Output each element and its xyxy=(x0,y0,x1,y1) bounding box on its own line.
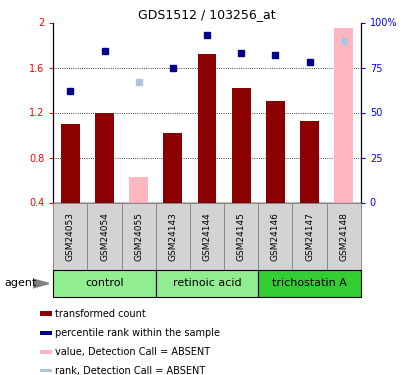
Bar xyxy=(61,124,80,202)
Title: GDS1512 / 103256_at: GDS1512 / 103256_at xyxy=(138,8,275,21)
Bar xyxy=(40,350,52,354)
Bar xyxy=(53,202,87,270)
Bar xyxy=(129,177,148,203)
Bar xyxy=(40,311,52,316)
Bar xyxy=(258,202,292,270)
Bar xyxy=(326,202,360,270)
Bar xyxy=(299,122,318,202)
Text: percentile rank within the sample: percentile rank within the sample xyxy=(54,328,219,338)
Text: agent: agent xyxy=(4,279,36,288)
Bar xyxy=(40,331,52,335)
Bar xyxy=(189,202,224,270)
Text: GSM24145: GSM24145 xyxy=(236,212,245,261)
Text: transformed count: transformed count xyxy=(54,309,145,319)
Text: rank, Detection Call = ABSENT: rank, Detection Call = ABSENT xyxy=(54,366,204,375)
Text: GSM24147: GSM24147 xyxy=(304,212,313,261)
Bar xyxy=(292,202,326,270)
Text: GSM24148: GSM24148 xyxy=(338,212,347,261)
Bar xyxy=(231,88,250,202)
Bar xyxy=(155,202,189,270)
Text: GSM24053: GSM24053 xyxy=(66,212,75,261)
Bar xyxy=(197,54,216,202)
Bar xyxy=(155,270,258,297)
Bar xyxy=(258,270,360,297)
Bar xyxy=(95,112,114,202)
Bar xyxy=(87,202,121,270)
Bar xyxy=(121,202,155,270)
Bar xyxy=(40,369,52,374)
Text: GSM24143: GSM24143 xyxy=(168,212,177,261)
Bar xyxy=(265,101,284,202)
Text: GSM24054: GSM24054 xyxy=(100,212,109,261)
Bar xyxy=(224,202,258,270)
Text: control: control xyxy=(85,279,124,288)
Text: trichostatin A: trichostatin A xyxy=(272,279,346,288)
Text: GSM24055: GSM24055 xyxy=(134,212,143,261)
Text: GSM24144: GSM24144 xyxy=(202,212,211,261)
Text: retinoic acid: retinoic acid xyxy=(172,279,241,288)
Text: value, Detection Call = ABSENT: value, Detection Call = ABSENT xyxy=(54,347,209,357)
Bar xyxy=(53,270,155,297)
Bar xyxy=(333,28,352,202)
Bar xyxy=(163,133,182,202)
Polygon shape xyxy=(33,279,49,288)
Text: GSM24146: GSM24146 xyxy=(270,212,279,261)
